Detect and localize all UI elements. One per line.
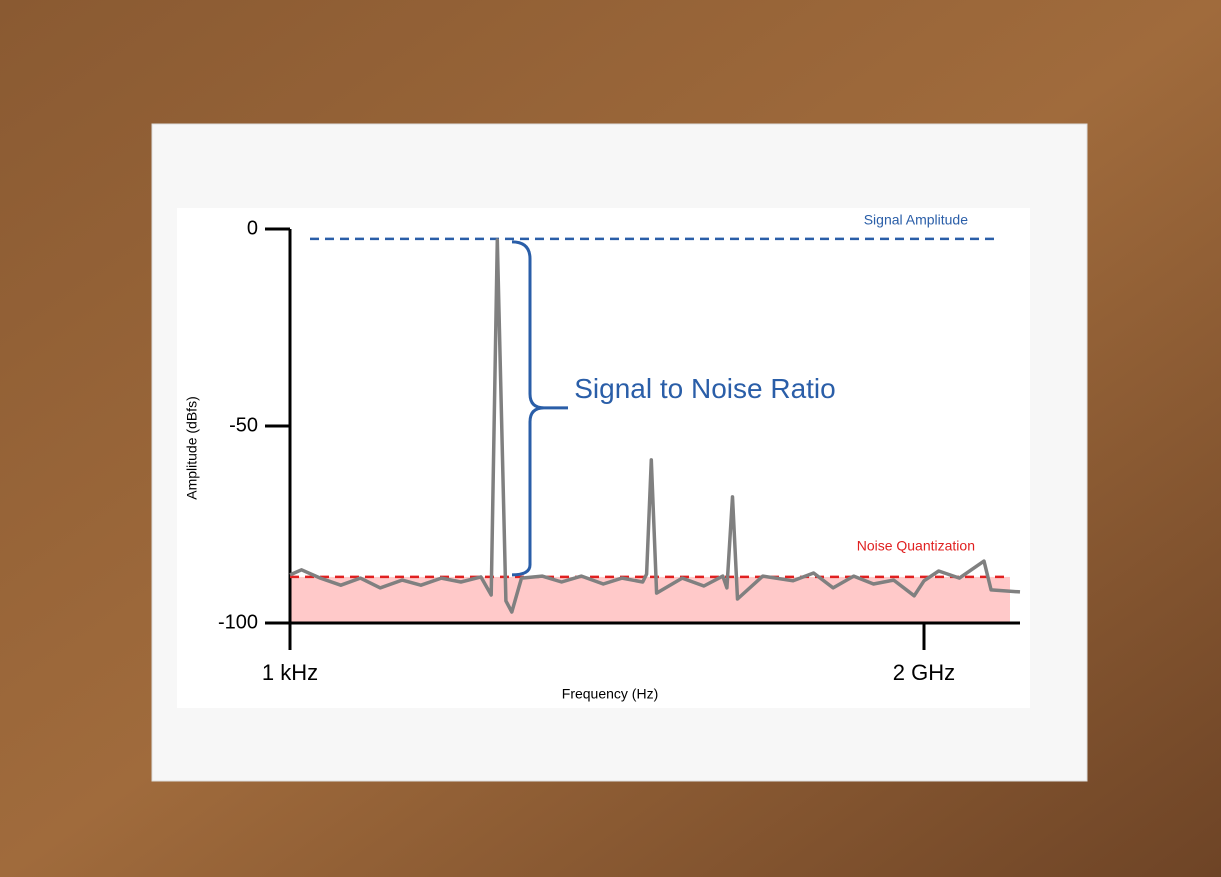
x-axis-label: Frequency (Hz) (562, 686, 658, 702)
y-axis-label: Amplitude (dBfs) (184, 396, 200, 499)
snr-bracket (511, 240, 568, 577)
reference-label: Signal Amplitude (864, 212, 969, 228)
x-tick-label: 1 kHz (262, 660, 318, 685)
reference-label: Noise Quantization (857, 538, 975, 554)
snr-annotation: Signal to Noise Ratio (574, 373, 836, 404)
y-tick-label: -50 (229, 414, 258, 436)
y-tick-label: 0 (247, 217, 258, 239)
noise-band (290, 576, 1010, 623)
plot-background (177, 208, 1030, 708)
spectrum-line (289, 238, 1021, 614)
y-tick-label: -100 (218, 611, 258, 633)
x-tick-label: 2 GHz (893, 660, 955, 685)
